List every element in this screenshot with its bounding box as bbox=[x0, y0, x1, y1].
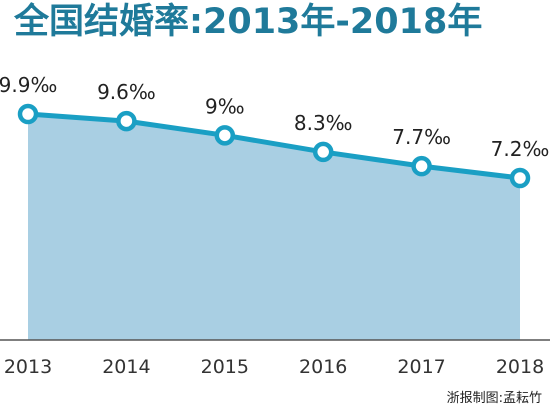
data-point-2018 bbox=[509, 167, 531, 189]
data-label-2017: 7.7‰ bbox=[392, 125, 451, 149]
chart-title: 全国结婚率:2013年-2018年 bbox=[14, 2, 483, 42]
source-credit: 浙报制图:孟耘竹 bbox=[446, 391, 542, 406]
x-tick-label-2018: 2018 bbox=[496, 356, 544, 378]
x-tick-label-2017: 2017 bbox=[397, 356, 445, 378]
data-point-2013 bbox=[17, 103, 39, 125]
data-label-2014: 9.6‰ bbox=[97, 80, 156, 104]
x-tick-label-2016: 2016 bbox=[299, 356, 347, 378]
data-point-2014 bbox=[116, 110, 137, 132]
data-point-2017 bbox=[411, 155, 432, 177]
data-label-2015: 9‰ bbox=[205, 94, 245, 118]
series-line bbox=[27, 111, 521, 181]
x-tick-label-2015: 2015 bbox=[201, 356, 249, 378]
x-tick-label-2013: 2013 bbox=[4, 356, 52, 378]
data-label-2013: 9.9‰ bbox=[0, 73, 57, 97]
x-tick-label-2014: 2014 bbox=[102, 356, 150, 378]
data-label-2018: 7.2‰ bbox=[491, 137, 550, 161]
area-fill bbox=[28, 114, 520, 340]
data-point-2016 bbox=[312, 141, 334, 163]
data-point-2015 bbox=[214, 125, 236, 146]
data-label-2016: 8.3‰ bbox=[294, 111, 353, 135]
